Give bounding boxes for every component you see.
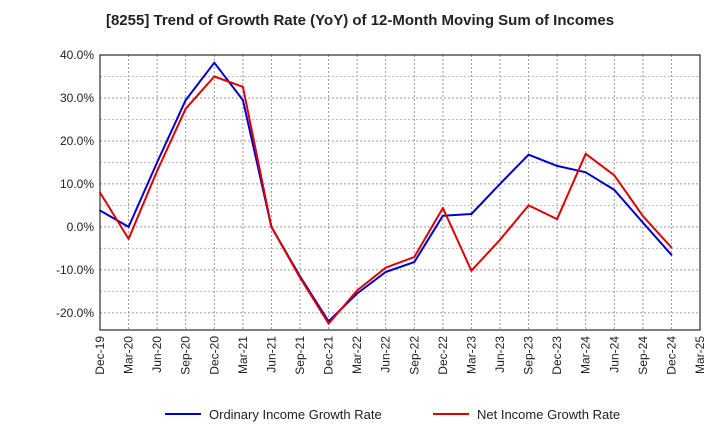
x-tick-label: Mar-22 xyxy=(350,336,364,374)
data-point-series-2 xyxy=(641,215,644,218)
data-point-series-2 xyxy=(213,75,216,78)
x-tick-label: Jun-21 xyxy=(264,336,278,373)
x-tick-label: Mar-23 xyxy=(464,336,478,374)
x-tick-label: Dec-21 xyxy=(322,336,336,375)
data-point-series-2 xyxy=(99,191,101,194)
data-point-series-2 xyxy=(441,206,444,209)
data-point-series-1 xyxy=(241,99,244,102)
plot-area xyxy=(100,55,700,330)
data-point-series-2 xyxy=(156,170,159,173)
data-point-series-2 xyxy=(384,266,387,269)
data-point-series-1 xyxy=(527,153,530,156)
data-point-series-1 xyxy=(441,214,444,217)
x-tick-label: Jun-20 xyxy=(150,336,164,373)
data-point-series-1 xyxy=(356,292,359,295)
data-point-series-1 xyxy=(499,182,501,185)
chart-title: [8255] Trend of Growth Rate (YoY) of 12-… xyxy=(105,12,615,29)
x-tick-label: Sep-23 xyxy=(522,336,536,375)
data-point-series-2 xyxy=(241,85,244,88)
data-point-series-2 xyxy=(499,238,501,241)
x-tick-label: Dec-19 xyxy=(93,336,107,375)
legend-label-1: Ordinary Income Growth Rate xyxy=(209,407,382,422)
legend-label-2: Net Income Growth Rate xyxy=(477,407,620,422)
x-tick-label: Jun-23 xyxy=(493,336,507,373)
data-point-series-1 xyxy=(127,225,130,228)
data-point-series-1 xyxy=(156,161,159,164)
x-tick-label: Mar-25 xyxy=(693,336,707,374)
data-point-series-2 xyxy=(327,322,330,325)
x-tick-label: Mar-20 xyxy=(122,336,136,374)
data-point-series-2 xyxy=(184,107,187,110)
y-tick-label: 10.0% xyxy=(60,177,94,191)
data-point-series-1 xyxy=(584,171,587,174)
x-tick-label: Dec-23 xyxy=(550,336,564,375)
data-point-series-2 xyxy=(527,204,530,207)
data-point-series-1 xyxy=(99,209,101,212)
data-point-series-2 xyxy=(413,255,416,258)
y-tick-label: 0.0% xyxy=(67,220,95,234)
data-point-series-2 xyxy=(356,289,359,292)
data-point-series-2 xyxy=(270,225,273,228)
x-tick-label: Mar-24 xyxy=(579,336,593,374)
y-tick-label: 40.0% xyxy=(60,48,94,62)
x-tick-label: Dec-24 xyxy=(664,336,678,375)
data-point-series-1 xyxy=(413,261,416,264)
data-point-series-1 xyxy=(184,99,187,102)
x-tick-label: Dec-20 xyxy=(207,336,221,375)
y-tick-label: -10.0% xyxy=(56,263,94,277)
data-point-series-2 xyxy=(127,237,130,240)
x-tick-label: Jun-22 xyxy=(379,336,393,373)
y-tick-label: 30.0% xyxy=(60,91,94,105)
x-tick-label: Sep-20 xyxy=(179,336,193,375)
x-tick-label: Sep-21 xyxy=(293,336,307,375)
data-point-series-1 xyxy=(556,164,559,167)
data-point-series-1 xyxy=(641,221,644,224)
data-point-series-2 xyxy=(584,152,587,155)
x-tick-label: Jun-24 xyxy=(607,336,621,373)
data-point-series-2 xyxy=(470,269,473,272)
data-point-series-2 xyxy=(299,276,301,279)
data-point-series-2 xyxy=(613,174,616,177)
data-point-series-2 xyxy=(670,246,673,249)
data-point-series-1 xyxy=(384,270,387,273)
y-tick-label: -20.0% xyxy=(56,306,94,320)
x-tick-label: Sep-22 xyxy=(407,336,421,375)
data-point-series-1 xyxy=(470,212,473,215)
data-point-series-2 xyxy=(556,218,559,221)
data-point-series-1 xyxy=(613,188,616,191)
data-point-series-1 xyxy=(670,253,673,256)
data-point-series-1 xyxy=(213,61,216,64)
y-tick-label: 20.0% xyxy=(60,134,94,148)
x-tick-label: Mar-21 xyxy=(236,336,250,374)
x-tick-label: Sep-24 xyxy=(636,336,650,375)
x-tick-label: Dec-22 xyxy=(436,336,450,375)
